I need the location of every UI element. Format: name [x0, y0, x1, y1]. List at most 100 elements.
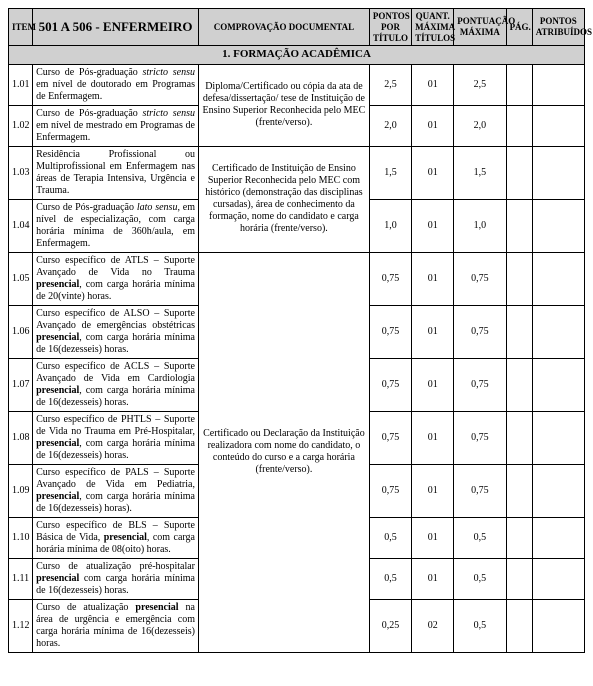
item-pm: 2,0 [454, 105, 506, 146]
item-qmt: 01 [412, 199, 454, 252]
formacao-table: ITEM 501 A 506 - ENFERMEIRO COMPROVAÇÃO … [8, 8, 585, 653]
item-num: 1.05 [9, 252, 33, 305]
item-qmt: 01 [412, 464, 454, 517]
item-num: 1.04 [9, 199, 33, 252]
item-desc: Curso de atualização presencial na área … [33, 599, 199, 652]
item-ppt: 0,75 [369, 252, 411, 305]
item-desc: Curso específico de ATLS – Suporte Avanç… [33, 252, 199, 305]
item-pa [532, 464, 584, 517]
hdr-pm: PONTUAÇÃO MÁXIMA [454, 9, 506, 46]
hdr-pag: PÁG. [506, 9, 532, 46]
item-desc: Curso de Pós-graduação stricto sensu em … [33, 105, 199, 146]
item-pm: 1,0 [454, 199, 506, 252]
item-qmt: 01 [412, 146, 454, 199]
hdr-ppt: PONTOS POR TÍTULO [369, 9, 411, 46]
item-num: 1.02 [9, 105, 33, 146]
item-ppt: 1,0 [369, 199, 411, 252]
item-pm: 0,75 [454, 464, 506, 517]
item-pag [506, 558, 532, 599]
item-qmt: 01 [412, 305, 454, 358]
doc-group: Certificado ou Declaração da Instituição… [198, 252, 369, 652]
item-desc: Curso específico de PALS – Suporte Avanç… [33, 464, 199, 517]
item-num: 1.01 [9, 64, 33, 105]
item-pm: 0,5 [454, 517, 506, 558]
hdr-doc: COMPROVAÇÃO DOCUMENTAL [198, 9, 369, 46]
table-row: 1.03 Residência Profissional ou Multipro… [9, 146, 585, 199]
item-desc: Residência Profissional ou Multiprofissi… [33, 146, 199, 199]
item-pa [532, 358, 584, 411]
item-desc: Curso específico de BLS – Suporte Básica… [33, 517, 199, 558]
item-pa [532, 199, 584, 252]
item-qmt: 01 [412, 252, 454, 305]
item-pa [532, 411, 584, 464]
item-ppt: 0,75 [369, 305, 411, 358]
item-ppt: 0,5 [369, 517, 411, 558]
item-pa [532, 558, 584, 599]
item-qmt: 01 [412, 358, 454, 411]
item-num: 1.10 [9, 517, 33, 558]
item-ppt: 0,5 [369, 558, 411, 599]
item-desc: Curso de Pós-graduação stricto sensu em … [33, 64, 199, 105]
doc-group: Diploma/Certificado ou cópia da ata de d… [198, 64, 369, 146]
item-pm: 0,75 [454, 411, 506, 464]
item-ppt: 0,75 [369, 464, 411, 517]
item-pag [506, 105, 532, 146]
item-qmt: 02 [412, 599, 454, 652]
item-ppt: 0,25 [369, 599, 411, 652]
section-row: 1. FORMAÇÃO ACADÊMICA [9, 46, 585, 64]
item-desc: Curso específico de PHTLS – Suporte de V… [33, 411, 199, 464]
item-pag [506, 199, 532, 252]
item-pm: 0,5 [454, 558, 506, 599]
hdr-item: ITEM [9, 9, 33, 46]
item-pa [532, 146, 584, 199]
table-row: 1.05 Curso específico de ATLS – Suporte … [9, 252, 585, 305]
item-pm: 0,75 [454, 305, 506, 358]
item-qmt: 01 [412, 517, 454, 558]
item-desc: Curso específico de ACLS – Suporte Avanç… [33, 358, 199, 411]
item-pa [532, 252, 584, 305]
item-num: 1.06 [9, 305, 33, 358]
item-pm: 0,75 [454, 252, 506, 305]
item-num: 1.12 [9, 599, 33, 652]
item-ppt: 2,0 [369, 105, 411, 146]
doc-group: Certificado de Instituição de Ensino Sup… [198, 146, 369, 252]
item-num: 1.03 [9, 146, 33, 199]
section-title: 1. FORMAÇÃO ACADÊMICA [9, 46, 585, 64]
item-pag [506, 517, 532, 558]
item-num: 1.09 [9, 464, 33, 517]
item-pag [506, 411, 532, 464]
hdr-pa: PONTOS ATRIBUÍDOS [532, 9, 584, 46]
item-qmt: 01 [412, 558, 454, 599]
item-ppt: 2,5 [369, 64, 411, 105]
item-desc: Curso específico de ALSO – Suporte Avanç… [33, 305, 199, 358]
item-pa [532, 517, 584, 558]
item-pag [506, 252, 532, 305]
item-pag [506, 146, 532, 199]
item-pa [532, 64, 584, 105]
item-pm: 0,5 [454, 599, 506, 652]
item-pm: 2,5 [454, 64, 506, 105]
item-qmt: 01 [412, 411, 454, 464]
item-pm: 0,75 [454, 358, 506, 411]
item-pa [532, 305, 584, 358]
item-pag [506, 64, 532, 105]
table-row: 1.01 Curso de Pós-graduação stricto sens… [9, 64, 585, 105]
item-pag [506, 464, 532, 517]
hdr-titulo: 501 A 506 - ENFERMEIRO [33, 9, 199, 46]
item-ppt: 1,5 [369, 146, 411, 199]
item-pag [506, 358, 532, 411]
item-desc: Curso de Pós-graduação lato sensu, em ní… [33, 199, 199, 252]
item-pa [532, 599, 584, 652]
item-num: 1.08 [9, 411, 33, 464]
item-pa [532, 105, 584, 146]
hdr-qmt: QUANT. MÁXIMA TÍTULOS [412, 9, 454, 46]
item-qmt: 01 [412, 105, 454, 146]
item-pm: 1,5 [454, 146, 506, 199]
header-row: ITEM 501 A 506 - ENFERMEIRO COMPROVAÇÃO … [9, 9, 585, 46]
item-ppt: 0,75 [369, 358, 411, 411]
item-desc: Curso de atualização pré-hospitalar pres… [33, 558, 199, 599]
item-num: 1.11 [9, 558, 33, 599]
item-qmt: 01 [412, 64, 454, 105]
item-pag [506, 305, 532, 358]
item-num: 1.07 [9, 358, 33, 411]
